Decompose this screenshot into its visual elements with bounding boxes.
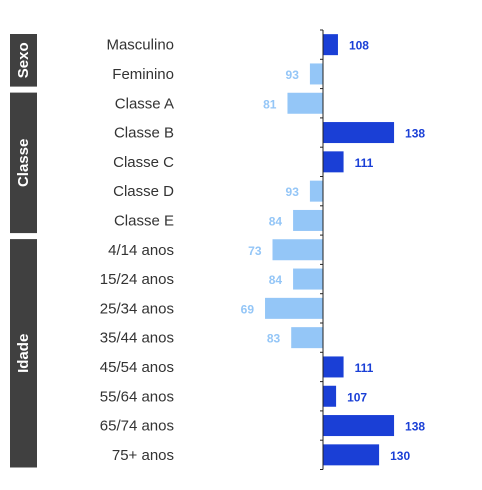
bar (323, 151, 344, 173)
value-label: 93 (286, 68, 300, 82)
category-label: Classe E (114, 212, 174, 229)
category-label: 4/14 anos (108, 242, 174, 259)
bar (323, 415, 395, 437)
category-label: 45/54 anos (100, 359, 174, 376)
bar (309, 63, 323, 85)
category-label: Classe D (113, 183, 174, 200)
bar (272, 239, 323, 261)
group-label: Sexo (15, 42, 32, 78)
baseline-axis (320, 29, 324, 470)
bar (293, 268, 323, 290)
bar (323, 356, 344, 378)
value-label: 138 (405, 127, 425, 141)
bar (291, 327, 323, 349)
group-panel-bg (10, 239, 37, 468)
category-label: 25/34 anos (100, 300, 174, 317)
bar (293, 209, 323, 231)
group-panel-bg (10, 34, 37, 87)
bar (323, 444, 380, 466)
value-label: 84 (269, 214, 283, 228)
group-label: Classe (15, 139, 32, 187)
value-label: 130 (390, 449, 410, 463)
value-label: 108 (349, 39, 369, 53)
value-label: 84 (269, 273, 283, 287)
category-label: 65/74 anos (100, 418, 174, 435)
category-labels: Masculino Feminino Classe A Classe B Classe … (100, 37, 174, 464)
bars (265, 34, 395, 466)
group-panels: Sexo Classe Idade (10, 34, 37, 468)
bar (287, 92, 323, 114)
category-label: Feminino (112, 66, 174, 83)
group-panel-bg (10, 92, 37, 234)
bar (309, 180, 323, 202)
category-label: Classe A (115, 95, 174, 112)
value-label: 138 (405, 420, 425, 434)
value-label: 93 (286, 185, 300, 199)
bar (323, 122, 395, 144)
category-label: 55/64 anos (100, 388, 174, 405)
value-label: 111 (355, 156, 374, 170)
group-panel: Sexo (10, 34, 37, 87)
value-label: 83 (267, 332, 281, 346)
bar (323, 34, 338, 56)
bar (323, 385, 337, 407)
category-label: 15/24 anos (100, 271, 174, 288)
category-label: 35/44 anos (100, 330, 174, 347)
value-label: 111 (355, 361, 374, 375)
category-label: Classe B (114, 125, 174, 142)
group-label: Idade (15, 334, 32, 373)
category-label: 75+ anos (112, 447, 174, 464)
value-label: 69 (241, 302, 255, 316)
bar (265, 297, 323, 319)
value-label: 107 (347, 390, 367, 404)
value-labels: 108 93 81 138 111 93 84 73 84 69 83 111 107 138 130 (241, 39, 426, 463)
category-label: Masculino (106, 37, 174, 54)
group-panel: Classe (10, 92, 37, 234)
group-panel: Idade (10, 239, 37, 468)
category-label: Classe C (113, 154, 174, 171)
value-label: 73 (248, 244, 262, 258)
value-label: 81 (263, 97, 277, 111)
